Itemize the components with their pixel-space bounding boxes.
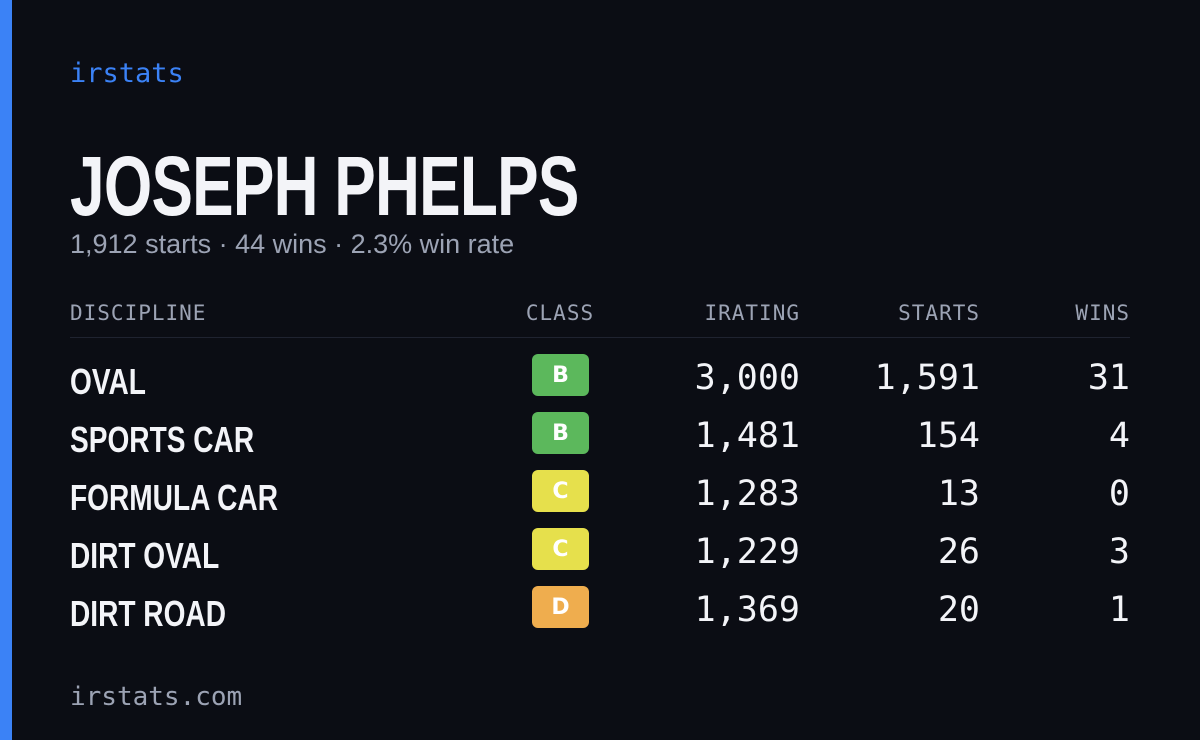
wins-cell: 1	[1108, 590, 1130, 630]
class-badge: B	[532, 412, 589, 454]
starts-cell: 20	[937, 590, 980, 630]
irating-cell: 1,369	[694, 590, 800, 630]
footer: irstats.com	[70, 682, 243, 712]
class-badge: D	[532, 586, 589, 628]
starts-cell: 1,591	[874, 358, 980, 398]
starts-cell: 13	[937, 474, 980, 514]
discipline: OVAL	[70, 361, 146, 402]
irating-cell: 1,283	[694, 474, 800, 514]
summary: 1,912 starts · 44 wins · 2.3% win rate	[70, 229, 515, 259]
discipline: DIRT OVAL	[70, 535, 220, 576]
wins-cell: 0	[1108, 474, 1130, 514]
irating-cell: 1,229	[694, 532, 800, 572]
class-badge: C	[532, 470, 589, 512]
starts-cell: 26	[937, 532, 980, 572]
brand: irstats	[70, 58, 184, 89]
column-header: WINS	[1075, 301, 1130, 325]
discipline: DIRT ROAD	[70, 593, 226, 634]
wins-cell: 31	[1087, 358, 1130, 398]
column-header: IRATING	[704, 301, 800, 325]
wins-cell: 4	[1108, 416, 1130, 456]
column-header: CLASS	[525, 301, 595, 325]
player-name: JOSEPH PHELPS	[70, 139, 579, 233]
column-header: STARTS	[898, 301, 980, 325]
starts-cell: 154	[916, 416, 980, 456]
discipline: SPORTS CAR	[70, 419, 255, 460]
wins-cell: 3	[1108, 532, 1130, 572]
accent-bar	[0, 0, 12, 740]
irating-cell: 3,000	[694, 358, 800, 398]
column-header: DISCIPLINE	[70, 301, 207, 325]
class-badge: C	[532, 528, 589, 570]
irating-cell: 1,481	[694, 416, 800, 456]
discipline: FORMULA CAR	[70, 477, 278, 518]
header-rule	[70, 337, 1130, 338]
class-badge: B	[532, 354, 589, 396]
